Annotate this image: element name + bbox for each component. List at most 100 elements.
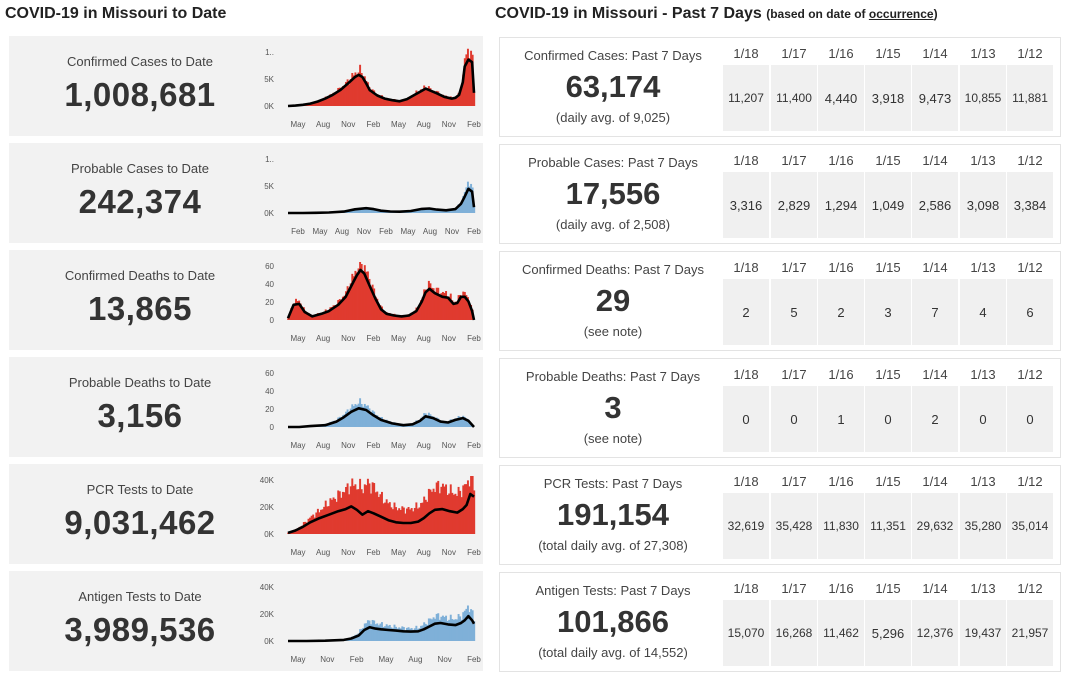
past-7-days-label: Probable Cases: Past 7 Days [528, 155, 698, 170]
day-value-cell[interactable]: 5 [771, 279, 817, 345]
day-value-cell[interactable]: 19,437 [960, 600, 1006, 666]
day-value-cell[interactable]: 0 [960, 386, 1006, 452]
day-value-cell[interactable]: 3 [865, 279, 911, 345]
day-value-cell[interactable]: 21,957 [1007, 600, 1053, 666]
day-value-cell[interactable]: 35,280 [960, 493, 1006, 559]
daily-bar [366, 405, 369, 427]
day-value-cell[interactable]: 5,296 [865, 600, 911, 666]
daily-bar [402, 314, 405, 320]
daily-bar [337, 417, 340, 427]
day-value-cell[interactable]: 35,428 [771, 493, 817, 559]
day-value-cell[interactable]: 15,070 [723, 600, 769, 666]
day-column: 1/12 35,014 [1007, 466, 1053, 566]
daily-bar [471, 610, 474, 641]
day-value-cell[interactable]: 32,619 [723, 493, 769, 559]
day-value-cell[interactable]: 6 [1007, 279, 1053, 345]
day-value-cell[interactable]: 2 [912, 386, 958, 452]
past-7-days-card[interactable]: Antigen Tests: Past 7 Days 101,866 (total … [499, 572, 1061, 672]
daily-bar [460, 203, 463, 213]
daily-bar [382, 626, 385, 641]
day-value-cell[interactable]: 29,632 [912, 493, 958, 559]
day-value-cell[interactable]: 7 [912, 279, 958, 345]
past-7-days-card[interactable]: Confirmed Deaths: Past 7 Days 29 (see note… [499, 251, 1061, 351]
x-tick-label: Feb [291, 227, 305, 236]
day-value-cell[interactable]: 2 [818, 279, 864, 345]
day-value-cell[interactable]: 11,207 [723, 65, 769, 131]
sparkline-chart[interactable]: 1.. 5K 0K Feb May Aug Nov Feb May Aug Nov Feb [254, 147, 482, 239]
past-7-days-card[interactable]: Confirmed Cases: Past 7 Days 63,174 (daily… [499, 37, 1061, 137]
day-value-cell[interactable]: 1 [818, 386, 864, 452]
day-value-cell[interactable]: 3,918 [865, 65, 911, 131]
day-value-cell[interactable]: 4 [960, 279, 1006, 345]
day-value-cell[interactable]: 11,830 [818, 493, 864, 559]
total-card[interactable]: Probable Cases to Date 242,374 1.. 5K 0K Feb M… [9, 143, 483, 243]
past-7-days-card[interactable]: Probable Deaths: Past 7 Days 3 (see note) 1… [499, 358, 1061, 458]
day-value-cell[interactable]: 4,440 [818, 65, 864, 131]
total-card[interactable]: Antigen Tests to Date 3,989,536 40K 20K 0K Ma… [9, 571, 483, 671]
day-value-cell[interactable]: 12,376 [912, 600, 958, 666]
daily-bar [379, 305, 382, 320]
daily-bar [399, 100, 402, 106]
daily-bar [334, 92, 337, 106]
day-value-cell[interactable]: 9,473 [912, 65, 958, 131]
sparkline-chart[interactable]: 40K 20K 0K May Nov Feb May Aug Nov Feb [254, 575, 482, 667]
day-value-cell[interactable]: 3,316 [723, 172, 769, 238]
day-column: 1/18 32,619 [723, 466, 769, 566]
daily-bar [330, 499, 333, 534]
daily-bar [456, 207, 458, 213]
daily-bar [395, 314, 398, 320]
daily-bar [412, 312, 415, 320]
total-card[interactable]: PCR Tests to Date 9,031,462 40K 20K 0K May Aug… [9, 464, 483, 564]
daily-bar [305, 313, 308, 320]
daily-bar [371, 208, 374, 213]
daily-bar [465, 54, 468, 106]
total-card[interactable]: Confirmed Deaths to Date 13,865 60 40 20 0 May… [9, 250, 483, 350]
daily-bar [363, 623, 366, 641]
day-value-cell[interactable]: 0 [771, 386, 817, 452]
day-value-cell[interactable]: 3,384 [1007, 172, 1053, 238]
day-value-cell[interactable]: 2 [723, 279, 769, 345]
daily-bar [463, 291, 466, 320]
day-value-cell[interactable]: 0 [865, 386, 911, 452]
past-7-days-label: Confirmed Cases: Past 7 Days [524, 48, 702, 63]
total-card[interactable]: Confirmed Cases to Date 1,008,681 1.. 5K 0K M… [9, 36, 483, 136]
daily-bar [423, 622, 426, 641]
day-value-cell[interactable]: 11,400 [771, 65, 817, 131]
daily-bar [343, 414, 346, 427]
y-tick-label: 20K [260, 503, 275, 512]
day-value-cell[interactable]: 0 [723, 386, 769, 452]
day-value-cell[interactable]: 1,294 [818, 172, 864, 238]
daily-bar [445, 95, 448, 106]
daily-bar [452, 97, 455, 106]
day-value-cell[interactable]: 2,829 [771, 172, 817, 238]
sparkline-chart[interactable]: 40K 20K 0K May Aug Nov Feb May Aug Nov Feb [254, 468, 482, 560]
day-value-cell[interactable]: 1,049 [865, 172, 911, 238]
sparkline-chart[interactable]: 60 40 20 0 May Aug Nov Feb May Aug Nov Feb [254, 254, 482, 346]
day-value-cell[interactable]: 10,855 [960, 65, 1006, 131]
day-value-cell[interactable]: 11,351 [865, 493, 911, 559]
total-card[interactable]: Probable Deaths to Date 3,156 60 40 20 0 May Au… [9, 357, 483, 457]
day-value-cell[interactable]: 11,881 [1007, 65, 1053, 131]
day-value-cell[interactable]: 0 [1007, 386, 1053, 452]
sparkline-chart[interactable]: 60 40 20 0 May Aug Nov Feb May Aug Nov Feb [254, 361, 482, 453]
daily-bar [435, 208, 438, 213]
day-value-cell[interactable]: 3,098 [960, 172, 1006, 238]
daily-bar [410, 628, 413, 641]
past-7-days-card[interactable]: PCR Tests: Past 7 Days 191,154 (total dail… [499, 465, 1061, 565]
daily-bar [427, 86, 430, 106]
occurrence-link[interactable]: occurrence [868, 7, 934, 21]
daily-bar [312, 514, 315, 534]
right-section-title: COVID-19 in Missouri - Past 7 Days (base… [495, 5, 938, 23]
daily-bar [437, 91, 440, 106]
daily-bar [382, 420, 385, 427]
past-7-days-card[interactable]: Probable Cases: Past 7 Days 17,556 (daily … [499, 144, 1061, 244]
daily-bar [355, 489, 358, 534]
past-7-days-note: (total daily avg. of 14,552) [538, 645, 688, 660]
day-value-cell[interactable]: 11,462 [818, 600, 864, 666]
daily-bar [379, 623, 382, 641]
sparkline-chart[interactable]: 1.. 5K 0K May Aug Nov Feb May Aug Nov Feb [254, 40, 482, 132]
day-value-cell[interactable]: 16,268 [771, 600, 817, 666]
day-value-cell[interactable]: 2,586 [912, 172, 958, 238]
day-value-cell[interactable]: 35,014 [1007, 493, 1053, 559]
daily-bar [373, 620, 376, 641]
